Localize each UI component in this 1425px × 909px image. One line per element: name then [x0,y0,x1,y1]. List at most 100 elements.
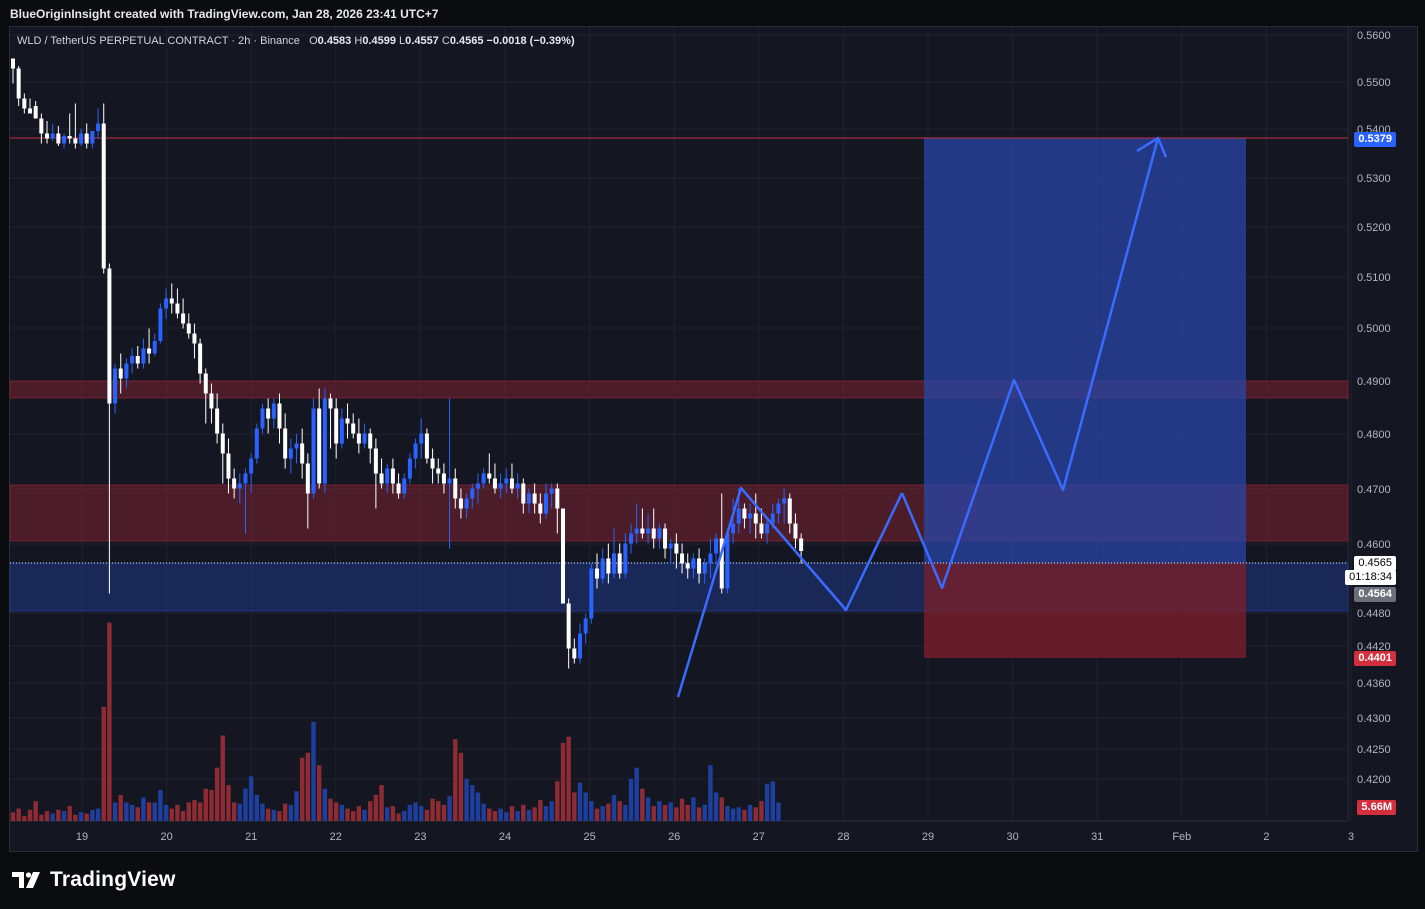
candle-body [198,343,203,374]
volume-bar [67,806,72,821]
candle-body [368,433,373,449]
candle-body [50,133,55,139]
volume-bar [180,811,186,821]
candle-body [736,508,741,524]
candle-body [799,538,804,551]
candle-body [220,433,225,454]
candle-body [45,133,50,139]
candle-body [300,443,305,464]
candle-body [458,498,463,509]
open-value: 0.4583 [317,35,352,47]
volume-bar [22,816,27,821]
volume-bar [44,811,50,821]
volume-bar [538,799,543,821]
candle-body [646,528,651,534]
volume-bar [396,813,401,821]
candle-body [288,448,293,459]
candle-body [419,433,424,444]
entry-price-tag: 0.4564 [1354,587,1396,602]
candle-body [776,503,781,514]
candle-body [674,543,679,554]
stop-price-tag: 0.4401 [1354,651,1396,666]
x-tick-label: 22 [330,831,342,843]
y-tick-label: 0.4300 [1357,713,1391,725]
candle-body [90,131,95,144]
candle-body [538,503,543,514]
candle-body [475,483,480,489]
candle-body [16,68,21,99]
y-tick-label: 0.4480 [1357,608,1391,620]
candle-body [560,508,565,604]
candle-body [175,303,180,314]
volume-bar [679,798,685,821]
candle-body [39,118,44,134]
y-tick-label: 0.4360 [1357,678,1391,690]
candle-body [742,508,747,519]
volume-bar [197,802,203,821]
interval-label[interactable]: 2h [238,35,251,47]
chart-attribution: BlueOriginInsight created with TradingVi… [10,7,439,21]
candle-body [640,528,645,534]
candle-body [96,123,101,131]
volume-bar [260,803,265,821]
close-value: 0.4565 [449,35,484,47]
tradingview-footer[interactable]: TradingView [12,867,176,893]
candle-body [118,368,123,379]
volume-bar [589,801,594,821]
tradingview-brand: TradingView [50,868,176,891]
candle-body [515,483,520,489]
volume-bar [447,796,452,821]
volume-bar [424,809,430,821]
volume-bar [708,765,713,821]
x-tick-label: 25 [583,831,595,843]
symbol-info-bar[interactable]: WLD / TetherUS PERPETUAL CONTRACT · 2h ·… [17,35,575,47]
y-tick-label: 0.4420 [1357,641,1391,653]
volume-tag: 5.66M [1357,800,1396,815]
candle-body [697,558,702,574]
volume-bar [78,812,84,821]
volume-bar [419,806,424,821]
volume-bar [543,806,549,821]
tradingview-logo-icon [12,872,40,888]
candle-body [447,478,452,484]
volume-bar [577,782,583,821]
volume-bar [555,781,560,821]
bar-countdown-tag: 01:18:34 [1345,570,1396,585]
volume-bar [368,801,373,821]
volume-bar [572,792,577,821]
candle-body [543,493,548,514]
candle-body [209,393,214,409]
candle-body [362,433,367,444]
volume-bar [16,808,21,821]
candle-body [396,483,401,494]
volume-bar [56,809,61,821]
volume-bar [458,752,464,821]
candle-body [73,138,78,144]
target-price-tag: 0.5379 [1354,132,1396,147]
volume-bar [379,785,384,821]
volume-bar [492,811,498,821]
change-value: −0.0018 (−0.39%) [486,35,575,47]
volume-bar [277,811,282,821]
candle-body [572,648,577,659]
y-tick-label: 0.4800 [1357,429,1391,441]
symbol-name[interactable]: WLD / TetherUS PERPETUAL CONTRACT [17,35,229,47]
volume-bar [362,809,367,821]
candle-body [107,268,112,404]
volume-bar [645,797,651,821]
volume-bar [713,792,719,821]
candle-body [793,523,798,539]
x-tick-label: 20 [160,831,172,843]
volume-bar [640,788,645,821]
candle-body [390,468,395,484]
volume-bar [702,804,707,821]
candle-body [583,618,588,634]
volume-bar [719,797,724,821]
candle-body [595,568,600,579]
x-tick-label: 2 [1263,831,1269,843]
volume-bar [214,767,220,821]
x-tick-label: 19 [76,831,88,843]
candle-body [566,603,571,649]
low-label: L [399,35,406,47]
